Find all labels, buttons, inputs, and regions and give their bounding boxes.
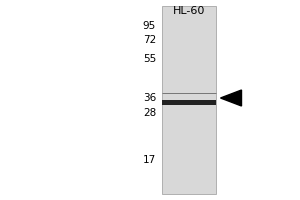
Text: 36: 36 [143, 93, 156, 103]
Text: HL-60: HL-60 [173, 6, 205, 16]
Text: 95: 95 [143, 21, 156, 31]
Bar [162, 6, 216, 194]
Text: 17: 17 [143, 155, 156, 165]
Text: 72: 72 [143, 35, 156, 45]
Text: 28: 28 [143, 108, 156, 118]
Polygon shape [220, 90, 242, 106]
Bar [162, 99, 216, 104]
Text: 55: 55 [143, 54, 156, 64]
